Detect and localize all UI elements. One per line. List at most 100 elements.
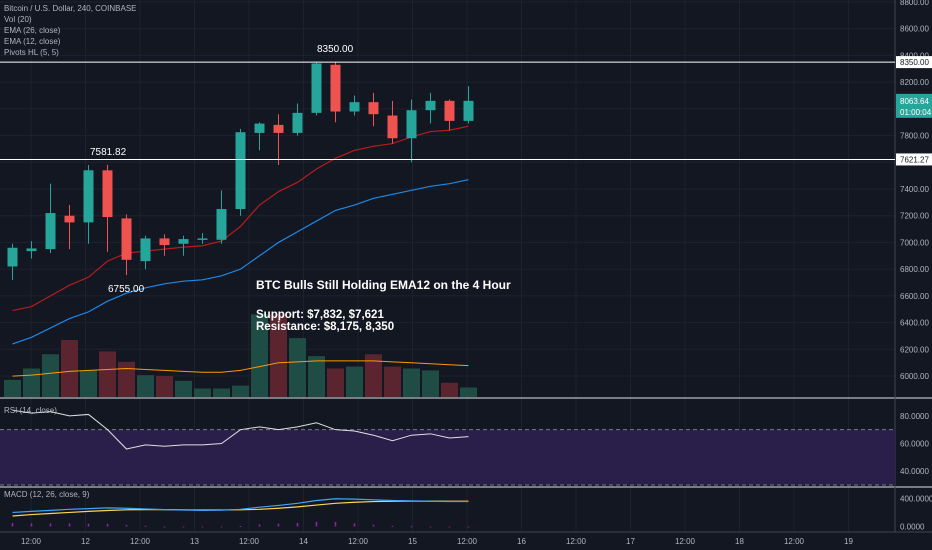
volume-bar (308, 356, 325, 397)
macd-histogram-bar (315, 521, 318, 527)
macd-histogram-bar (410, 526, 413, 528)
time-tick-label: 12:00 (21, 537, 42, 546)
macd-histogram-bar (296, 522, 299, 527)
macd-histogram-bar (30, 523, 33, 527)
candle-body (83, 170, 94, 223)
volume-ma-line (12, 360, 469, 377)
volume-bar (270, 314, 287, 397)
macd-tick-label: 0.0000 (900, 522, 925, 531)
macd-histogram-bar (391, 525, 394, 527)
time-tick-label: 16 (517, 537, 526, 546)
macd-histogram-bar (201, 526, 204, 528)
volume-bar (80, 370, 97, 397)
macd-histogram-bar (182, 526, 185, 528)
pivot-high-left-label: 7581.82 (90, 147, 127, 158)
time-tick-label: 12:00 (675, 537, 696, 546)
candles[interactable] (7, 62, 474, 280)
volume-bar (175, 380, 192, 397)
volume-bar (422, 370, 439, 397)
macd-histogram-bar (106, 523, 109, 527)
macd-histogram-bar (353, 523, 356, 527)
volume-bar (213, 388, 230, 397)
macd-histogram-bar (220, 526, 223, 528)
volume-bar (441, 382, 458, 397)
volume-bar (156, 376, 173, 397)
volume-bar (118, 361, 135, 397)
resistance-price-tag-bg (896, 56, 932, 69)
indicator-pivots[interactable]: Pivots HL (5, 5) (4, 48, 59, 57)
price-tick-label: 7200.00 (900, 212, 929, 221)
macd-histogram-bar (68, 523, 71, 527)
annotation-resistance: Resistance: $8,175, 8,350 (256, 321, 394, 333)
macd-histogram-bar (277, 523, 280, 527)
rsi-tick-label: 80.0000 (900, 412, 929, 421)
annotation-headline: BTC Bulls Still Holding EMA12 on the 4 H… (256, 278, 511, 292)
volume-bar (384, 366, 401, 397)
candle-body (64, 215, 75, 223)
candle-body (178, 239, 189, 244)
time-tick-label: 12:00 (784, 537, 805, 546)
volume-bar (365, 354, 382, 397)
pivot-high-label: 8350.00 (317, 44, 354, 55)
candle-body (197, 238, 208, 240)
candle-body (368, 102, 379, 115)
price-tags: 8350.00 8063.64 01:00:04 7621.27 (896, 56, 932, 166)
last-price-tag-bg (896, 93, 932, 118)
time-tick-label: 12:00 (130, 537, 151, 546)
volume-bar (403, 368, 420, 397)
support-price-tag: 7621.27 (900, 155, 929, 164)
candle-body (444, 100, 455, 121)
support-price-tag-bg (896, 153, 932, 166)
macd-histogram-bar (372, 524, 375, 527)
rsi-pane (0, 409, 895, 486)
indicator-ema12[interactable]: EMA (12, close) (4, 37, 61, 46)
candle-body (425, 100, 436, 111)
price-tick-label: 6000.00 (900, 372, 929, 381)
indicator-volume[interactable]: Vol (20) (4, 15, 32, 24)
resistance-price-tag: 8350.00 (900, 58, 929, 67)
volume-bar (99, 351, 116, 397)
macd-histogram-bar (429, 526, 432, 528)
time-tick-label: 12:00 (566, 537, 587, 546)
time-tick-label: 17 (626, 537, 635, 546)
macd-pane-label[interactable]: MACD (12, 26, close, 9) (4, 490, 90, 499)
macd-histogram-bar (163, 526, 166, 528)
price-tick-label: 6800.00 (900, 265, 929, 274)
pivot-low-label: 6755.00 (108, 284, 145, 295)
macd-tick-label: 400.0000 (900, 494, 932, 503)
rsi-band (0, 429, 895, 485)
volume-bar (289, 338, 306, 397)
macd-histogram-bar (49, 523, 52, 527)
candle-body (159, 238, 170, 246)
candle-body (121, 218, 132, 260)
macd-histogram-bar (467, 526, 470, 528)
candle-body (216, 209, 227, 240)
macd-histogram-bar (258, 524, 261, 527)
rsi-pane-label[interactable]: RSI (14, close) (4, 406, 57, 415)
price-tick-label: 7400.00 (900, 185, 929, 194)
indicator-ema26[interactable]: EMA (26, close) (4, 26, 61, 35)
price-tick-label: 6200.00 (900, 345, 929, 354)
candle-body (330, 64, 341, 112)
candle-body (235, 132, 246, 210)
volume-bar (251, 314, 268, 397)
price-tick-label: 8400.00 (900, 51, 929, 60)
volume-bar (137, 375, 154, 397)
candle-body (406, 110, 417, 139)
macd-histogram-bar (239, 526, 242, 527)
ema26-line (12, 179, 469, 345)
candle-body (463, 100, 474, 121)
time-tick-label: 12:00 (457, 537, 478, 546)
time-tick-label: 12:00 (239, 537, 260, 546)
candle-body (140, 238, 151, 262)
macd-histogram-bar (11, 522, 14, 527)
candle-body (387, 115, 398, 139)
candle-body (7, 247, 18, 267)
price-tick-label: 8200.00 (900, 78, 929, 87)
candle-body (349, 102, 360, 112)
volume-bar (460, 387, 477, 397)
price-tick-label: 8800.00 (900, 0, 929, 7)
time-tick-label: 15 (408, 537, 417, 546)
macd-line (12, 498, 469, 514)
